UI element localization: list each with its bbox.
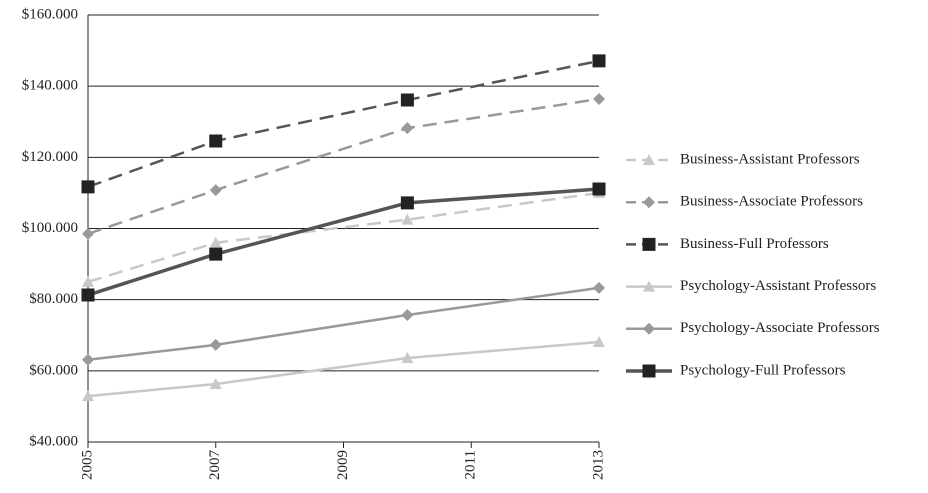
point — [209, 184, 222, 197]
point — [209, 377, 222, 389]
y-tick-label: $120.000 — [22, 149, 78, 165]
x-tick-label: 2009 — [335, 450, 351, 480]
series-line — [87, 59, 600, 189]
point — [82, 227, 94, 240]
y-tick-label: $100.000 — [22, 220, 78, 236]
x-tick-label: 2005 — [79, 450, 95, 480]
y-tick-label: $160.000 — [22, 6, 78, 22]
point — [400, 196, 414, 210]
point — [400, 93, 414, 107]
point — [209, 236, 222, 248]
series-line — [87, 187, 600, 297]
x-tick-label: 2013 — [590, 450, 606, 480]
point — [592, 54, 606, 68]
point — [81, 180, 95, 194]
series-line — [87, 286, 600, 362]
point — [593, 281, 605, 294]
point — [209, 134, 223, 148]
x-tick-label: 2007 — [207, 450, 223, 481]
legend-label: Business-Assistant Professors — [680, 151, 860, 167]
point — [82, 353, 94, 366]
y-tick-label: $40.000 — [29, 433, 78, 449]
point — [209, 247, 223, 261]
legend-label: Psychology-Full Professors — [680, 362, 846, 378]
x-tick-label: 2011 — [463, 450, 479, 479]
legend-marker — [643, 322, 655, 335]
point — [209, 338, 222, 351]
series-line — [87, 191, 600, 284]
point — [593, 92, 605, 105]
point — [401, 213, 414, 225]
legend-label: Psychology-Assistant Professors — [680, 278, 876, 294]
series-line — [87, 340, 600, 398]
legend-label: Psychology-Associate Professors — [680, 320, 880, 336]
legend-marker — [643, 280, 655, 292]
legend-label: Business-Associate Professors — [680, 194, 863, 210]
legend-marker — [642, 364, 656, 378]
series-line — [87, 97, 600, 236]
point — [401, 122, 414, 135]
y-tick-label: $60.000 — [29, 362, 78, 378]
legend-marker — [642, 237, 656, 251]
y-tick-label: $140.000 — [22, 78, 78, 94]
point — [592, 182, 606, 196]
point — [81, 288, 95, 302]
point — [82, 275, 94, 287]
point — [401, 352, 414, 364]
y-tick-label: $80.000 — [29, 291, 78, 307]
point — [593, 336, 605, 348]
legend-label: Business-Full Professors — [680, 236, 829, 252]
legend-marker — [643, 196, 655, 209]
point — [82, 390, 94, 402]
point — [401, 308, 414, 321]
legend-marker — [643, 154, 655, 165]
